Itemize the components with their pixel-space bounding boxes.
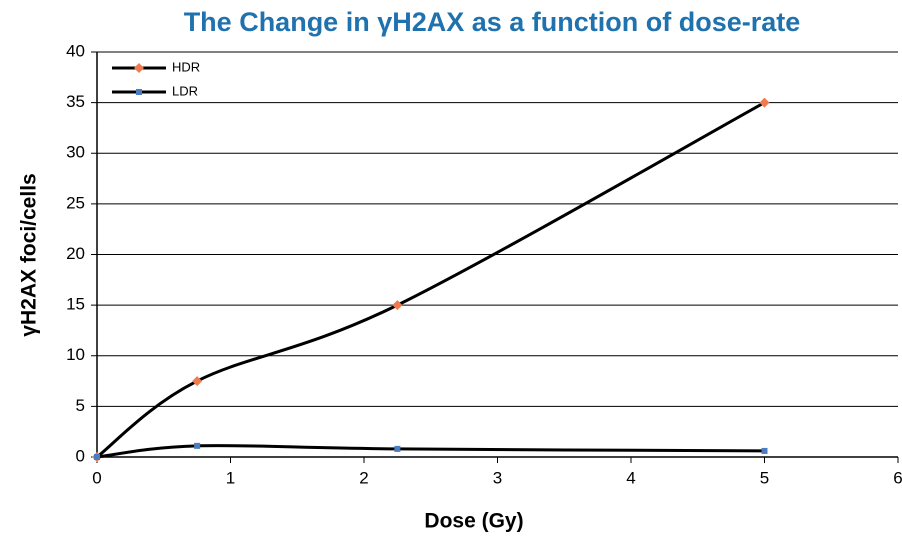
x-tick-label: 5 [760,468,769,487]
y-tick-label: 20 [66,244,85,263]
y-tick-label: 35 [66,92,85,111]
y-axis-label: γH2AX foci/cells [18,173,41,336]
y-tick-label: 10 [66,345,85,364]
marker [194,442,201,449]
y-tick-label: 25 [66,193,85,212]
y-tick-label: 15 [66,295,85,314]
marker [192,376,203,387]
x-tick-label: 2 [359,468,368,487]
marker [94,454,100,460]
x-tick-label: 6 [893,468,902,487]
x-tick-label: 1 [226,468,235,487]
chart-title: The Change in γH2AX as a function of dos… [184,7,801,37]
y-tick-label: 40 [66,41,85,60]
marker [759,97,770,108]
x-axis-label: Dose (Gy) [424,510,523,533]
legend-marker [134,63,144,73]
legend-label: LDR [172,83,198,98]
y-tick-label: 0 [76,446,85,465]
x-tick-label: 3 [493,468,502,487]
y-tick-label: 5 [76,396,85,415]
legend-marker [136,89,142,95]
x-tick-label: 4 [626,468,635,487]
series-line [96,444,765,459]
series-line [96,101,766,459]
marker [761,447,768,454]
y-tick-label: 30 [66,143,85,162]
marker [392,300,403,311]
marker [394,445,401,452]
legend-label: HDR [172,59,200,74]
x-tick-label: 0 [92,468,101,487]
